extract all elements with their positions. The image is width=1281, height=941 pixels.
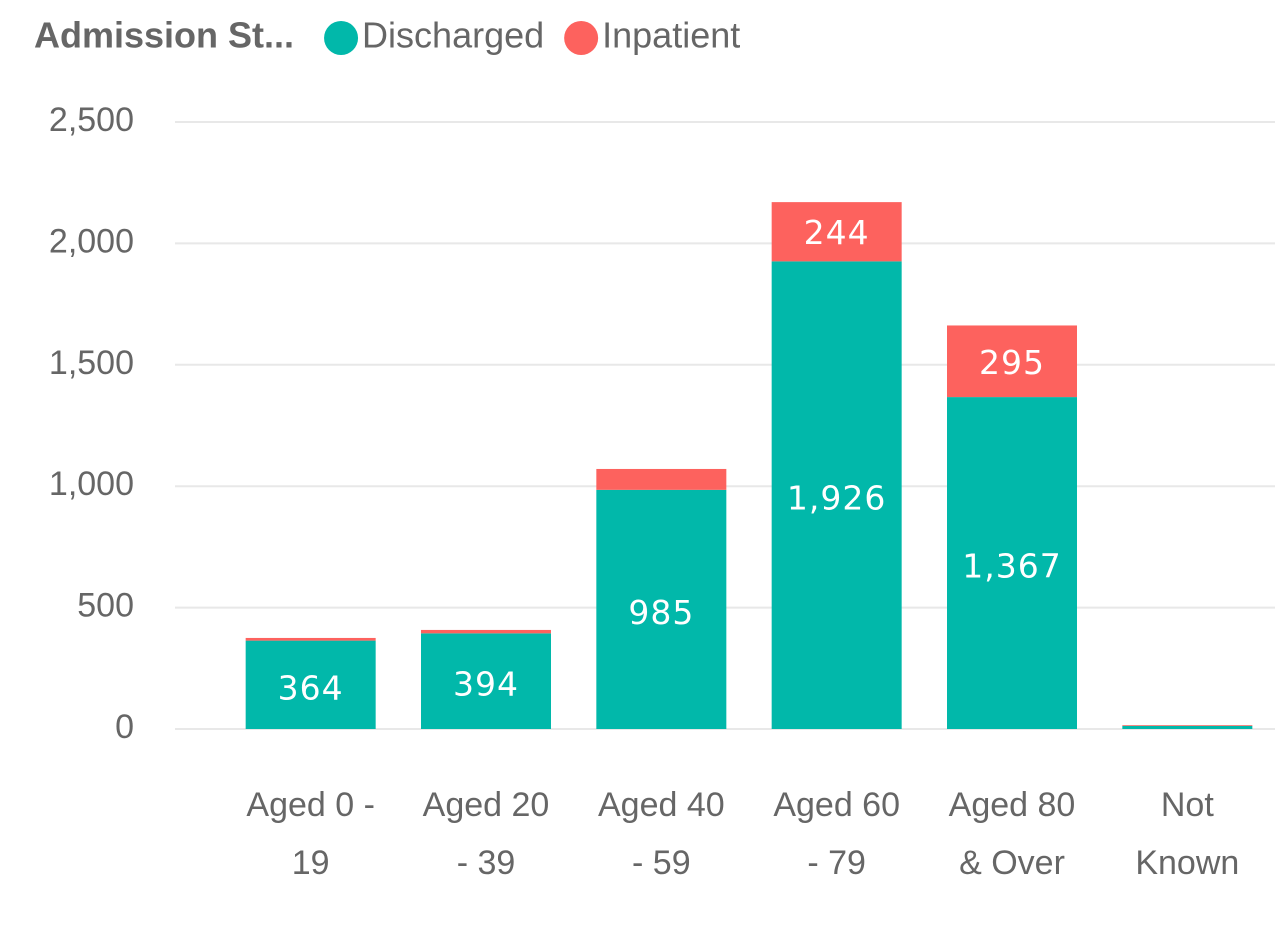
- bar-segment: [245, 637, 376, 641]
- x-tick-line: Aged 80: [949, 786, 1076, 824]
- x-tick-line: 19: [292, 844, 330, 882]
- x-tick-line: Aged 60: [773, 786, 900, 824]
- x-tick-line: Not: [1161, 786, 1214, 824]
- y-tick-label: 2,000: [49, 222, 134, 260]
- data-label: 394: [453, 665, 519, 704]
- data-label: 244: [804, 213, 870, 252]
- legend-label: Discharged: [362, 15, 544, 56]
- y-tick-label: 2,500: [49, 101, 134, 139]
- x-tick-line: & Over: [959, 844, 1065, 882]
- x-tick-line: Aged 0 -: [246, 786, 375, 824]
- bar-segment: [596, 489, 727, 729]
- bar-segment: [771, 202, 902, 262]
- data-label: 1,367: [962, 547, 1061, 586]
- x-tick-label: Aged 80 & Over: [949, 786, 1076, 882]
- x-tick-label: Aged 0 - 19: [246, 786, 375, 882]
- data-label: 985: [628, 593, 694, 632]
- bar-segment: [947, 397, 1077, 729]
- legend-label: Inpatient: [602, 15, 740, 56]
- legend-title: Admission St...: [34, 15, 294, 56]
- bar-segment: [245, 640, 376, 729]
- y-tick-label: 0: [115, 708, 134, 746]
- data-label: 295: [979, 343, 1045, 382]
- bar-segment: [1122, 725, 1253, 729]
- bar-segment: [1122, 725, 1253, 726]
- bar-segment: [421, 633, 551, 729]
- x-tick-line: Aged 40: [598, 786, 725, 824]
- x-tick-label: Aged 40 - 59: [598, 786, 725, 882]
- bar-segment: [596, 468, 727, 490]
- bar-segment: [947, 325, 1077, 398]
- x-tick-line: Known: [1135, 844, 1239, 882]
- x-tick-line: Aged 20: [423, 786, 550, 824]
- y-tick-label: 1,500: [49, 344, 134, 382]
- legend-marker: [564, 21, 599, 55]
- x-tick-line: - 79: [807, 844, 866, 882]
- x-tick-line: - 39: [457, 844, 516, 882]
- data-label: 1,926: [787, 479, 886, 518]
- x-tick-label: Aged 20 - 39: [423, 786, 550, 882]
- y-tick-label: 1,000: [49, 465, 134, 503]
- legend-marker: [324, 21, 359, 55]
- x-tick-line: - 59: [632, 844, 691, 882]
- bar-segment: [771, 261, 902, 729]
- y-tick-label: 500: [77, 587, 134, 625]
- x-tick-label: Aged 60 - 79: [773, 786, 900, 882]
- data-label: 364: [278, 668, 344, 707]
- x-tick-label: Not Known: [1135, 786, 1239, 882]
- bar-segment: [421, 629, 551, 634]
